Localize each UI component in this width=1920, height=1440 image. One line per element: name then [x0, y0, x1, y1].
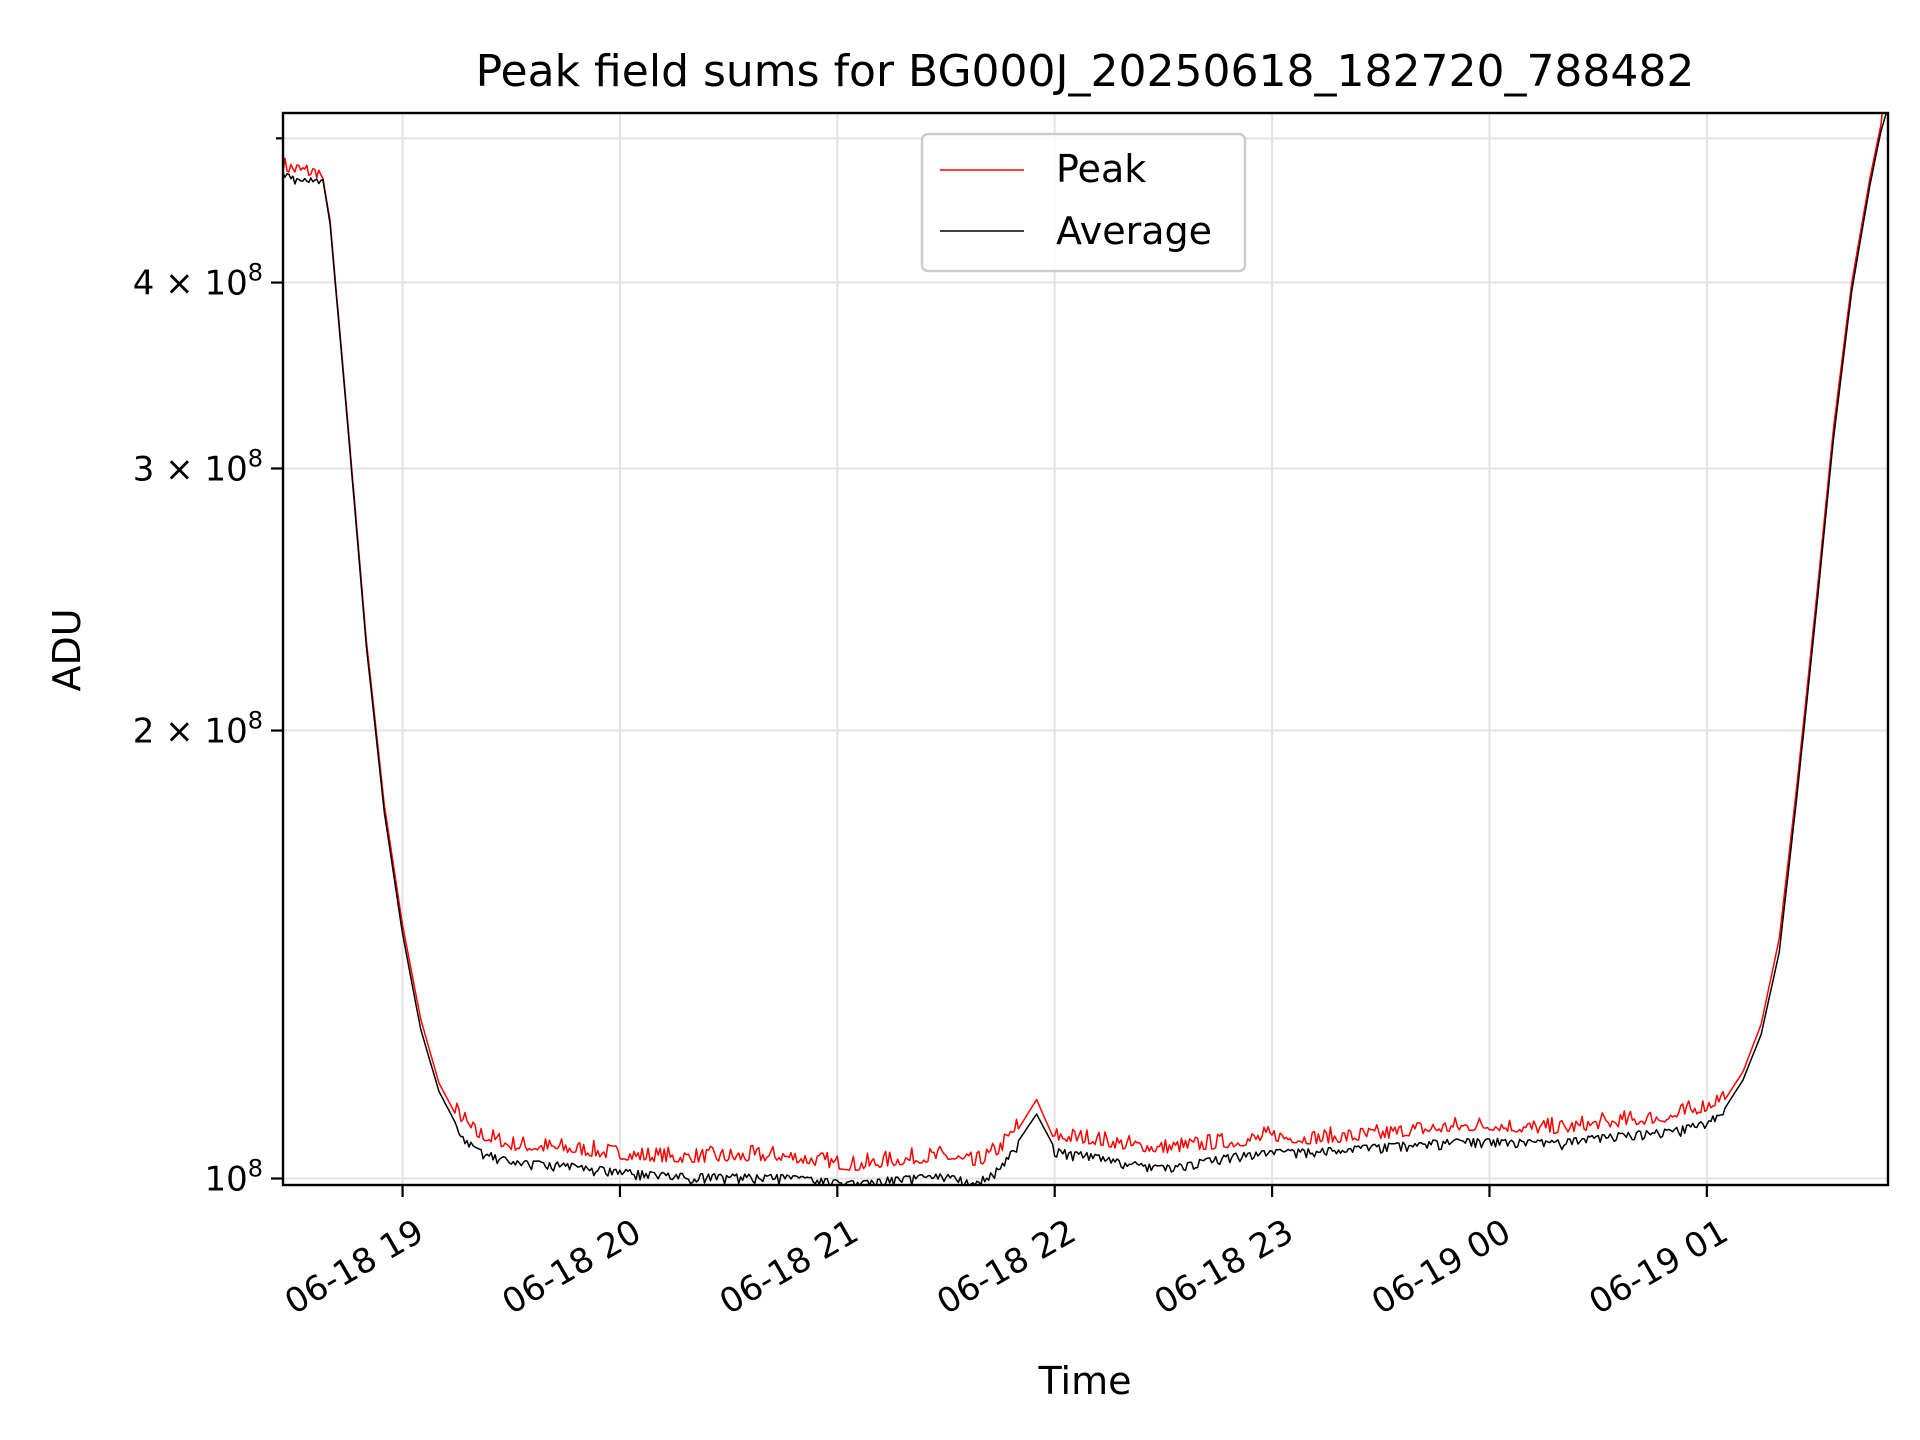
plot-area-frame: [281, 111, 1890, 1187]
series-lines: [283, 113, 1888, 1185]
legend-label-average: Average: [1056, 209, 1212, 253]
legend: Peak Average: [920, 132, 1247, 273]
y-tick-label: 4 × 108: [133, 259, 263, 304]
series-line-average: [283, 113, 1888, 1185]
legend-label-peak: Peak: [1056, 147, 1146, 191]
y-tick-label: 3 × 108: [133, 444, 263, 489]
series-line-peak: [283, 113, 1884, 1171]
y-tick-label: 2 × 108: [133, 707, 263, 752]
grid: [283, 113, 1888, 1185]
x-axis-label: Time: [1038, 1359, 1132, 1403]
y-tick-label: 108: [204, 1155, 263, 1200]
y-axis-label: ADU: [45, 608, 89, 691]
chart-title: Peak field sums for BG000J_20250618_1827…: [476, 46, 1695, 97]
legend-box: [920, 132, 1247, 273]
